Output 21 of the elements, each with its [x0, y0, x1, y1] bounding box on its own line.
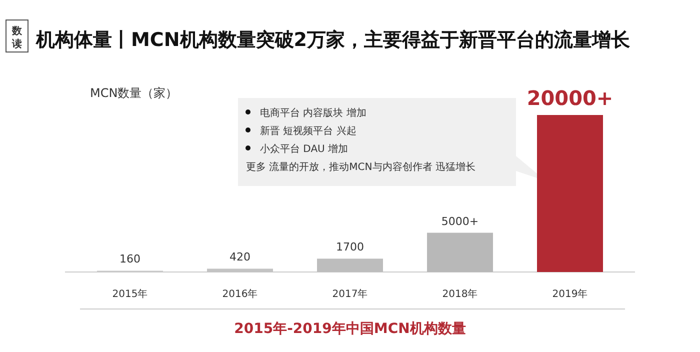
text: 数读 [11, 25, 23, 50]
x-tick-label: 2016年 [222, 288, 258, 300]
annotation: 新晋 短视频平台 兴起 [260, 125, 356, 137]
data-label: 1700 [336, 240, 364, 254]
bar [537, 115, 603, 272]
data-label: 5000+ [441, 214, 479, 228]
y-axis-title: MCN数量（家） [90, 86, 178, 100]
data-label: 160 [120, 252, 140, 266]
data-label: 20000+ [526, 86, 614, 110]
text: 2015年-2019年中国MCN机构数量 [234, 321, 466, 337]
annotation: 更多 流量的开放，推动MCN与内容创作者 迅猛增长 [246, 161, 476, 173]
bar [427, 232, 493, 272]
annotation: 小众平台 DAU 增加 [260, 143, 348, 155]
annotation: 电商平台 内容版块 增加 [260, 107, 366, 119]
chart-title: 机构体量丨MCN机构数量突破2万家，主要得益于新晋平台的流量增长 [35, 29, 631, 51]
data-label: 420 [230, 250, 250, 264]
x-tick-label: 2018年 [442, 288, 478, 300]
x-tick-label: 2019年 [552, 288, 588, 300]
x-tick-label: 2015年 [112, 288, 148, 300]
x-tick-label: 2017年 [332, 288, 368, 300]
bar [317, 258, 383, 272]
